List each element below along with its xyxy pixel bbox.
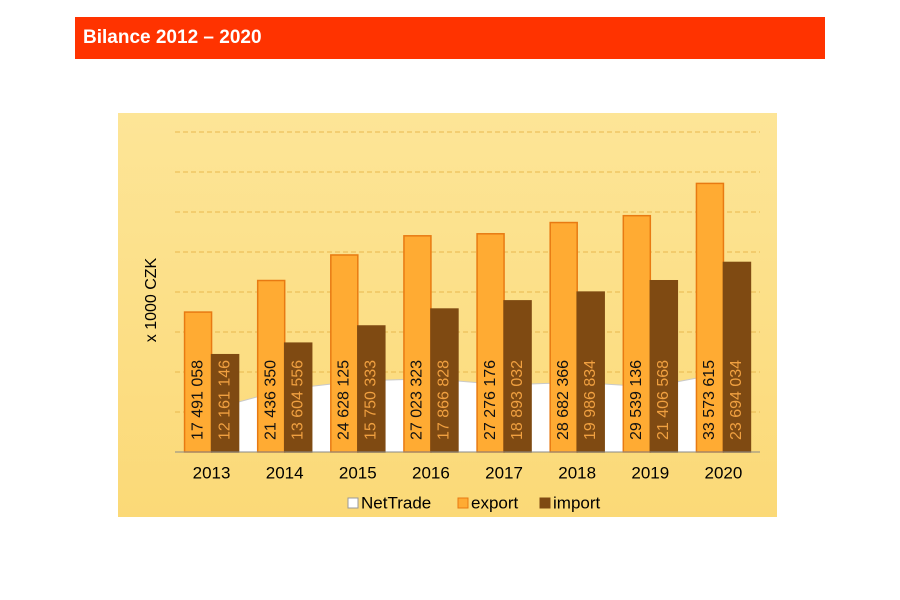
value-label: 18 893 032 — [509, 360, 526, 440]
value-label: 17 866 828 — [436, 360, 453, 440]
x-tick-label: 2018 — [558, 463, 596, 482]
import-bar — [210, 353, 240, 453]
value-label: 12 161 146 — [216, 360, 233, 440]
value-label: 13 604 556 — [289, 360, 306, 440]
legend-swatch — [347, 497, 359, 509]
header-bar: Bilance 2012 – 2020 — [75, 17, 825, 59]
value-label: 15 750 333 — [363, 360, 380, 440]
value-label: 27 023 323 — [409, 360, 426, 440]
legend-swatch — [457, 497, 469, 509]
value-label: 19 986 834 — [582, 360, 599, 440]
value-label: 27 276 176 — [482, 360, 499, 440]
legend-label: NetTrade — [361, 493, 431, 512]
x-tick-label: 2014 — [266, 463, 304, 482]
x-tick-label: 2020 — [705, 463, 743, 482]
x-tick-label: 2019 — [631, 463, 669, 482]
export-bar — [183, 311, 213, 453]
legend-label: import — [553, 493, 601, 512]
header-title: Bilance 2012 – 2020 — [83, 27, 262, 48]
x-tick-label: 2013 — [193, 463, 231, 482]
x-tick-label: 2017 — [485, 463, 523, 482]
legend-swatch — [539, 497, 551, 509]
export-bar — [695, 182, 725, 453]
value-label: 24 628 125 — [336, 360, 353, 440]
export-bar — [330, 254, 359, 453]
value-label: 28 682 366 — [555, 360, 572, 440]
value-label: 33 573 615 — [701, 360, 718, 440]
value-label: 29 539 136 — [628, 360, 645, 440]
y-axis-label: x 1000 CZK — [143, 257, 160, 342]
x-tick-label: 2015 — [339, 463, 377, 482]
export-bar — [549, 221, 578, 453]
value-label: 21 436 350 — [262, 360, 279, 440]
value-label: 23 694 034 — [728, 360, 745, 440]
legend-label: export — [471, 493, 519, 512]
value-label: 21 406 568 — [655, 360, 672, 440]
x-tick-label: 2016 — [412, 463, 450, 482]
value-label: 17 491 058 — [189, 360, 206, 440]
import-bar — [722, 261, 752, 453]
import-bar — [649, 279, 679, 453]
